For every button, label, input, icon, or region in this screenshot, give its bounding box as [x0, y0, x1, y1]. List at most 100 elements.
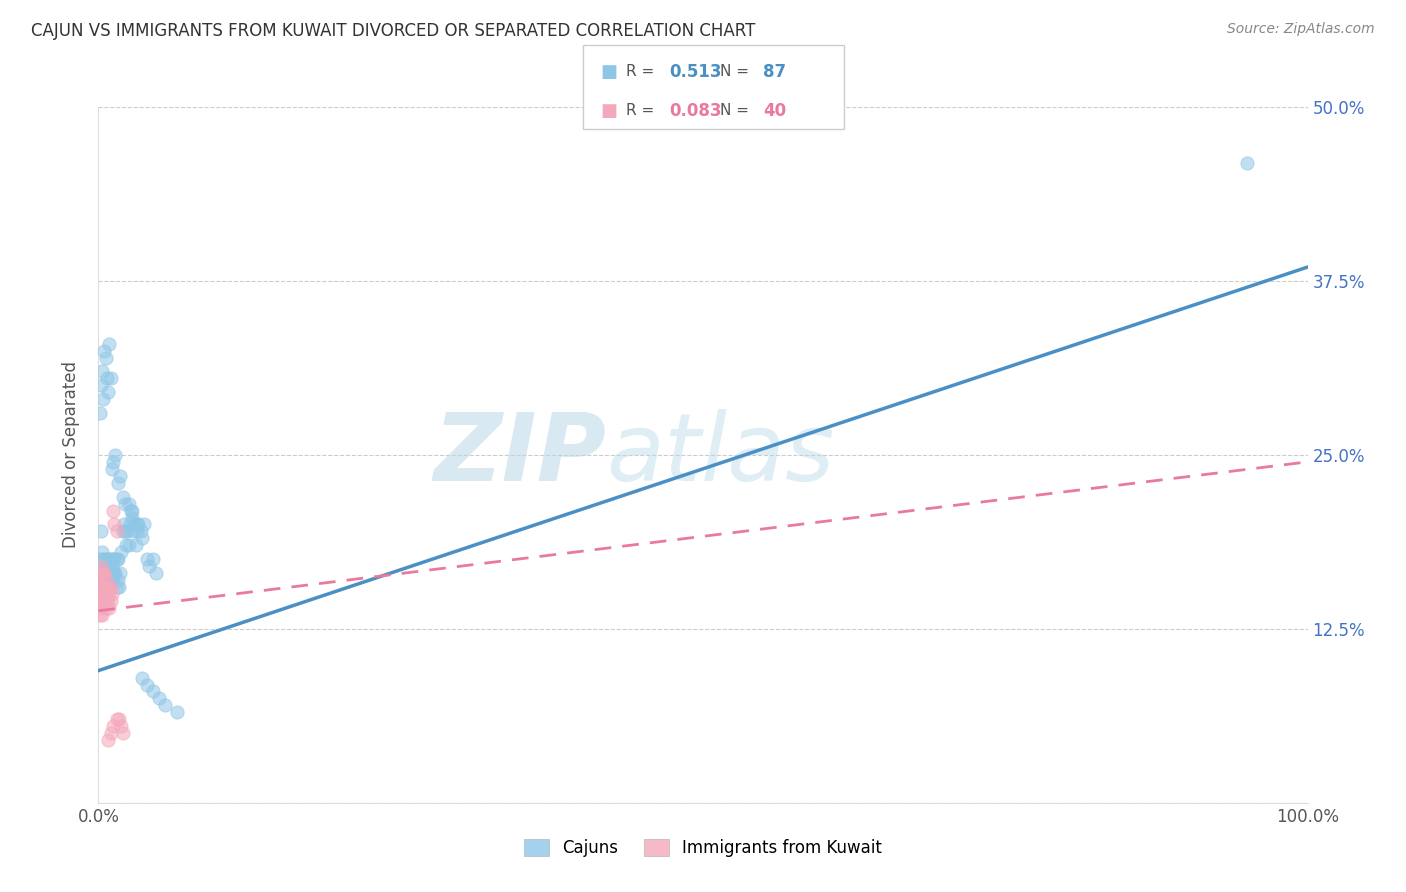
Point [111, 726, 134, 740]
Text: 0.083: 0.083 [669, 102, 721, 120]
Point [91, 580, 114, 594]
Text: atlas: atlas [606, 409, 835, 500]
Point [103, 517, 125, 532]
Point [100, 552, 122, 566]
Point [94, 351, 117, 365]
Point [97, 552, 120, 566]
Point [110, 545, 132, 559]
Text: 40: 40 [763, 102, 786, 120]
Y-axis label: Divorced or Separated: Divorced or Separated [62, 361, 80, 549]
Text: 87: 87 [763, 62, 786, 80]
Point [89, 566, 111, 581]
Text: CAJUN VS IMMIGRANTS FROM KUWAIT DIVORCED OR SEPARATED CORRELATION CHART: CAJUN VS IMMIGRANTS FROM KUWAIT DIVORCED… [31, 22, 755, 40]
Point [118, 517, 141, 532]
Point [108, 580, 131, 594]
Point [96, 594, 118, 608]
Point [135, 677, 157, 691]
Point [96, 580, 118, 594]
Point [142, 552, 165, 566]
Point [91, 587, 114, 601]
Point [100, 573, 122, 587]
Point [91, 607, 114, 622]
Point [107, 475, 129, 490]
Point [120, 503, 142, 517]
Point [108, 712, 131, 726]
Point [91, 566, 114, 581]
Point [166, 706, 188, 720]
Text: 0.513: 0.513 [669, 62, 721, 80]
Point [107, 552, 129, 566]
Text: ■: ■ [600, 62, 617, 80]
Point [131, 671, 153, 685]
Point [127, 517, 149, 532]
Point [105, 552, 128, 566]
Point [118, 538, 141, 552]
Point [142, 684, 165, 698]
Point [104, 448, 127, 462]
Point [89, 594, 111, 608]
Text: N =: N = [720, 103, 754, 119]
Point [100, 566, 122, 581]
Point [91, 364, 114, 378]
Point [100, 573, 122, 587]
Point [100, 587, 122, 601]
Point [90, 559, 112, 574]
Point [98, 336, 121, 351]
Point [122, 524, 145, 539]
Point [97, 733, 120, 747]
Point [89, 580, 111, 594]
Point [125, 538, 148, 552]
Point [105, 580, 128, 594]
Point [111, 524, 134, 539]
Point [107, 573, 129, 587]
Point [148, 691, 170, 706]
Point [114, 497, 136, 511]
Point [96, 573, 118, 587]
Point [93, 580, 115, 594]
Point [91, 580, 114, 594]
Point [96, 559, 118, 574]
Point [94, 601, 117, 615]
Point [100, 580, 122, 594]
Point [129, 524, 152, 539]
Point [101, 455, 124, 469]
Point [96, 580, 118, 594]
Point [115, 538, 138, 552]
Point [90, 601, 112, 615]
Point [101, 503, 124, 517]
Point [127, 524, 149, 539]
Point [91, 552, 114, 566]
Point [100, 371, 122, 385]
Point [96, 371, 118, 385]
Point [103, 566, 125, 581]
Text: R =: R = [626, 103, 659, 119]
Point [89, 552, 111, 566]
Point [90, 573, 112, 587]
Point [145, 566, 167, 581]
Point [91, 573, 114, 587]
Point [118, 497, 141, 511]
Point [111, 490, 134, 504]
Point [134, 517, 156, 532]
Point [101, 719, 124, 733]
Point [98, 552, 121, 566]
Point [98, 587, 121, 601]
Point [94, 573, 117, 587]
Point [100, 726, 122, 740]
Point [108, 566, 131, 581]
Point [121, 510, 143, 524]
Point [93, 343, 115, 358]
Point [1236, 155, 1258, 169]
Point [98, 566, 121, 581]
Point [124, 517, 146, 532]
Point [89, 406, 111, 420]
Point [108, 468, 131, 483]
Point [89, 607, 111, 622]
Point [97, 580, 120, 594]
Text: Source: ZipAtlas.com: Source: ZipAtlas.com [1227, 22, 1375, 37]
Point [100, 462, 122, 476]
Text: R =: R = [626, 64, 659, 79]
Point [91, 594, 114, 608]
Point [104, 566, 127, 581]
Point [91, 545, 114, 559]
